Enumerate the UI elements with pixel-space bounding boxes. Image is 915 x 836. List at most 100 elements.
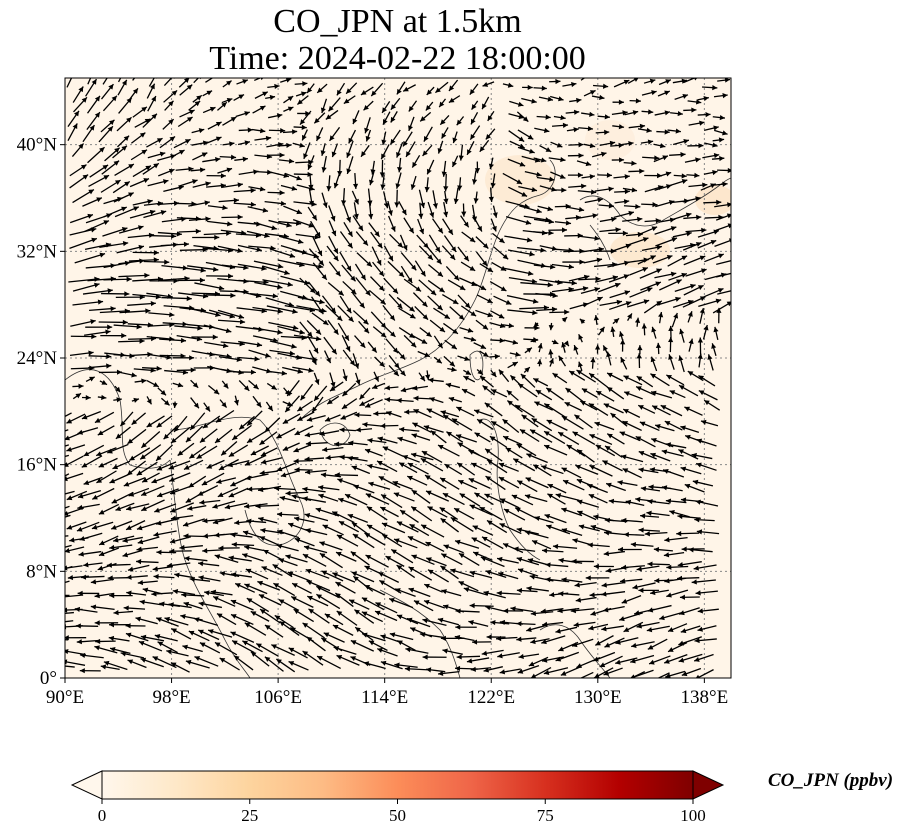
wind-arrow-head — [109, 593, 115, 599]
wind-arrow-head — [407, 475, 413, 481]
wind-arrow-head — [548, 358, 554, 364]
wind-arrow-head — [450, 517, 457, 523]
wind-arrow-head — [293, 447, 300, 453]
wind-arrow-head — [287, 281, 293, 287]
wind-arrow-head — [98, 509, 105, 515]
wind-arrow-head — [262, 207, 269, 213]
wind-arrow-head — [121, 333, 127, 339]
wind-arrow-head — [680, 466, 687, 472]
wind-arrow-head — [341, 403, 348, 409]
wind-arrow-head — [379, 361, 385, 367]
wind-arrow-head — [359, 401, 366, 406]
wind-arrow-head — [518, 653, 524, 660]
wind-arrow-head — [519, 429, 526, 435]
wind-arrow-head — [278, 599, 285, 605]
wind-arrow-head — [329, 135, 335, 141]
wind-arrow-head — [499, 669, 506, 675]
wind-arrow-head — [49, 583, 55, 588]
wind-arrow-head — [400, 370, 406, 376]
wind-arrow-head — [571, 642, 578, 648]
wind-arrow-head — [502, 253, 509, 260]
wind-arrow-head — [114, 147, 120, 153]
wind-arrow-head — [525, 477, 532, 483]
wind-arrow-head — [305, 469, 311, 475]
wind-arrow-head — [65, 476, 68, 482]
wind-arrow-head — [578, 142, 584, 148]
wind-arrow-head — [316, 594, 323, 600]
wind-arrow-head — [695, 590, 701, 596]
wind-arrow-head — [542, 621, 548, 627]
map-title-line2: Time: 2024-02-22 18:00:00 — [209, 40, 586, 77]
wind-arrow-head — [668, 337, 674, 343]
wind-arrow-head — [136, 324, 142, 330]
wind-arrow-head — [375, 602, 382, 608]
wind-arrow-head — [712, 142, 718, 148]
wind-arrow-head — [684, 483, 691, 489]
wind-arrow-head — [522, 116, 529, 122]
wind-arrow-head — [141, 149, 148, 155]
wind-arrow-head — [82, 174, 89, 180]
wind-arrow-head — [206, 90, 213, 96]
wind-arrow-head — [362, 422, 368, 428]
wind-arrow-head — [149, 209, 156, 215]
wind-arrow-head — [109, 544, 115, 551]
wind-arrow-head — [503, 435, 509, 441]
wind-arrow-head — [670, 226, 677, 232]
wind-arrow-head — [65, 635, 69, 641]
wind-arrow-head — [702, 182, 708, 188]
wind-arrow-head — [193, 402, 199, 409]
colorbar-tick-label: 25 — [241, 806, 258, 825]
wind-arrow-head — [353, 213, 359, 220]
wind-arrow-head — [485, 476, 492, 482]
wind-arrow-head — [470, 133, 476, 140]
wind-arrow-head — [696, 529, 703, 535]
wind-arrow-head — [189, 576, 195, 583]
wind-arrow-head — [297, 368, 303, 374]
wind-arrow-head — [426, 89, 433, 95]
wind-arrow-head — [669, 509, 675, 516]
wind-arrow-head — [279, 190, 285, 196]
wind-arrow-head — [350, 275, 356, 282]
wind-arrow-head — [334, 441, 340, 447]
wind-arrow-head — [411, 264, 417, 271]
wind-arrow-head — [381, 522, 388, 528]
wind-arrow-head — [448, 396, 455, 402]
wind-arrow-head — [604, 129, 610, 135]
wind-arrow-head — [65, 607, 68, 613]
wind-arrow-head — [67, 575, 74, 581]
wind-arrow-shaft — [148, 78, 155, 87]
wind-arrow-head — [129, 455, 135, 461]
wind-arrow-shaft — [238, 279, 269, 284]
wind-arrow-head — [624, 391, 630, 397]
y-tick-label: 0° — [40, 668, 57, 689]
wind-arrow-head — [164, 400, 170, 406]
wind-arrow-head — [705, 112, 711, 118]
wind-arrow-head — [256, 643, 262, 649]
wind-arrow-head — [181, 592, 187, 598]
wind-arrow-head — [694, 637, 700, 644]
wind-arrow-head — [336, 655, 343, 660]
wind-arrow-head — [452, 137, 458, 144]
wind-arrow-head — [95, 638, 101, 645]
wind-arrow-head — [728, 238, 731, 244]
wind-arrow-head — [485, 448, 491, 454]
wind-arrow-head — [461, 211, 467, 217]
wind-arrow-head — [660, 405, 667, 410]
wind-arrow-head — [96, 478, 103, 483]
wind-arrow-head — [435, 87, 441, 93]
wind-arrow-head — [94, 417, 101, 423]
wind-arrow-head — [505, 299, 512, 305]
wind-arrow-head — [461, 389, 468, 394]
x-axis-ticks: 90°E 98°E 106°E 114°E 122°E 130°E 138°E — [46, 678, 728, 708]
wind-arrow-head — [541, 465, 547, 471]
wind-arrow-head — [577, 233, 583, 239]
wind-arrow-head — [713, 125, 719, 131]
wind-arrow-head — [106, 353, 112, 360]
wind-arrow-head — [277, 511, 283, 517]
wind-arrow-head — [727, 167, 731, 174]
wind-arrow-head — [621, 564, 627, 570]
wind-arrow-head — [307, 331, 313, 338]
wind-arrow-head — [419, 228, 425, 235]
wind-arrow-head — [577, 510, 583, 516]
wind-arrow-head — [335, 582, 342, 587]
